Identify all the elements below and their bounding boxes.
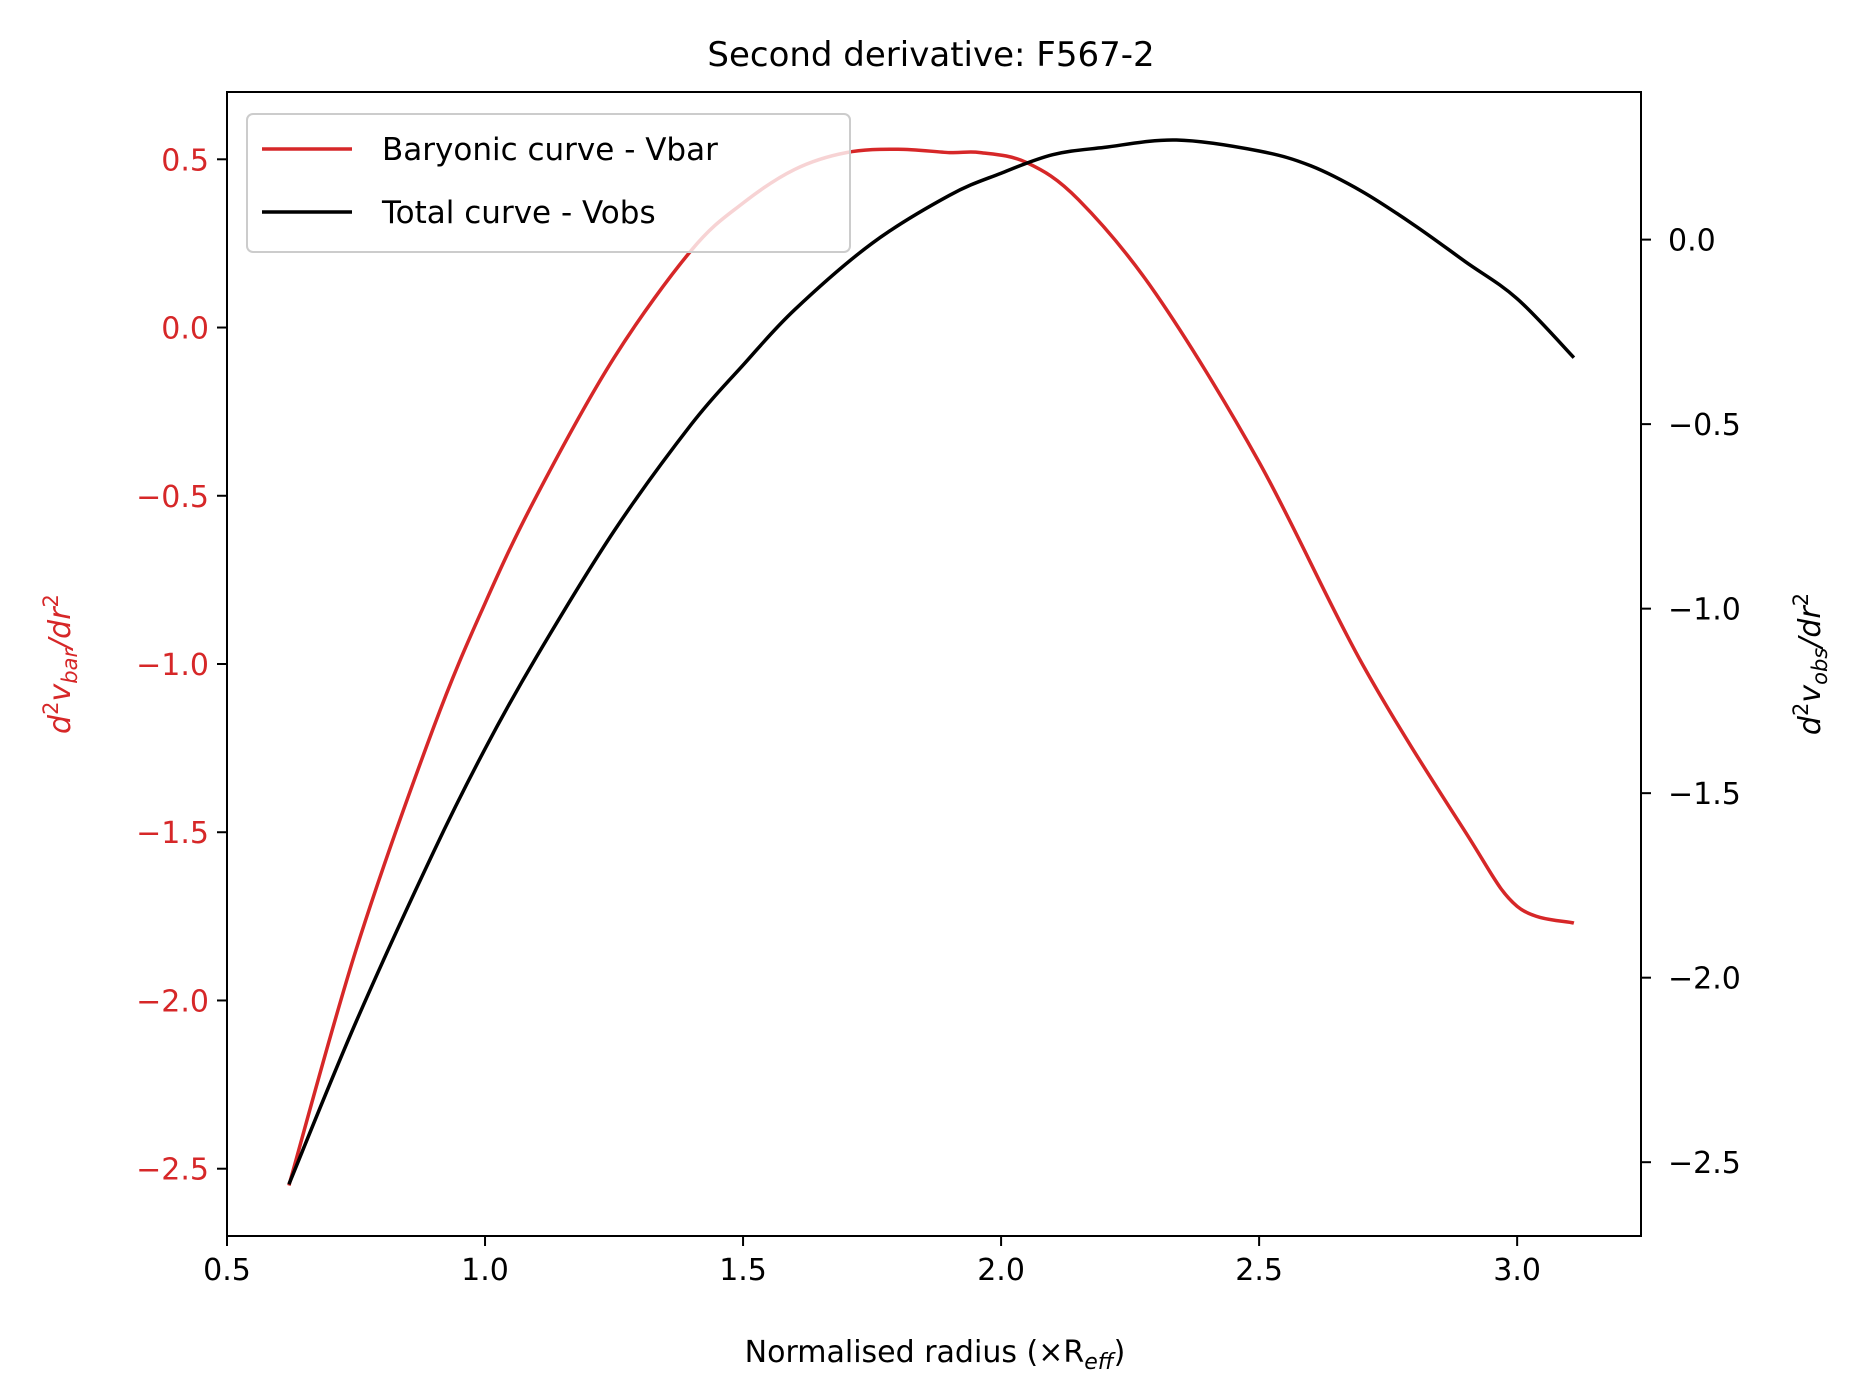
x-tick-label: 3.0 [1493,1253,1541,1288]
left-y-tick-label: −1.0 [136,648,209,683]
right-y-tick-label: −2.5 [1668,1146,1741,1181]
legend-label-vbar: Baryonic curve - Vbar [382,132,718,168]
right-y-axis-label: d2vobs/dr2 [1789,593,1832,735]
legend-label-vobs: Total curve - Vobs [381,195,656,231]
right-y-tick-label: −1.0 [1668,593,1741,628]
left-y-axis-label: d2vbar/dr2 [39,594,82,734]
right-y-tick-label: −2.0 [1668,962,1741,997]
right-y-axis: 0.0 −0.5 −1.0 −1.5 −2.0 −2.5 [1641,224,1741,1181]
legend: Baryonic curve - Vbar Total curve - Vobs [246,113,851,253]
x-axis: 0.5 1.0 1.5 2.0 2.5 3.0 [203,1236,1541,1288]
chart-title: Second derivative: F567-2 [707,35,1154,75]
legend-box [246,113,851,253]
right-y-tick-label: −0.5 [1668,408,1741,443]
x-tick-label: 2.0 [977,1253,1025,1288]
left-y-tick-label: 0.5 [161,143,209,178]
left-y-tick-label: 0.0 [161,312,209,347]
right-y-tick-label: −1.5 [1668,777,1741,812]
x-tick-label: 0.5 [203,1253,251,1288]
vobs-series-line [287,138,1576,1185]
right-y-tick-label: 0.0 [1668,224,1716,259]
x-tick-label: 1.0 [461,1253,509,1288]
left-y-tick-label: −2.0 [136,984,209,1019]
left-y-tick-label: −2.5 [136,1153,209,1188]
x-tick-label: 1.5 [719,1253,767,1288]
left-y-tick-label: −1.5 [136,816,209,851]
vbar-series-line [287,147,1575,1186]
x-axis-label: Normalised radius (×Reff) [745,1335,1126,1375]
plot-area [287,138,1576,1186]
x-tick-label: 2.5 [1235,1253,1283,1288]
left-y-tick-label: −0.5 [136,480,209,515]
left-y-axis: 0.5 0.0 −0.5 −1.0 −1.5 −2.0 −2.5 [136,143,227,1188]
